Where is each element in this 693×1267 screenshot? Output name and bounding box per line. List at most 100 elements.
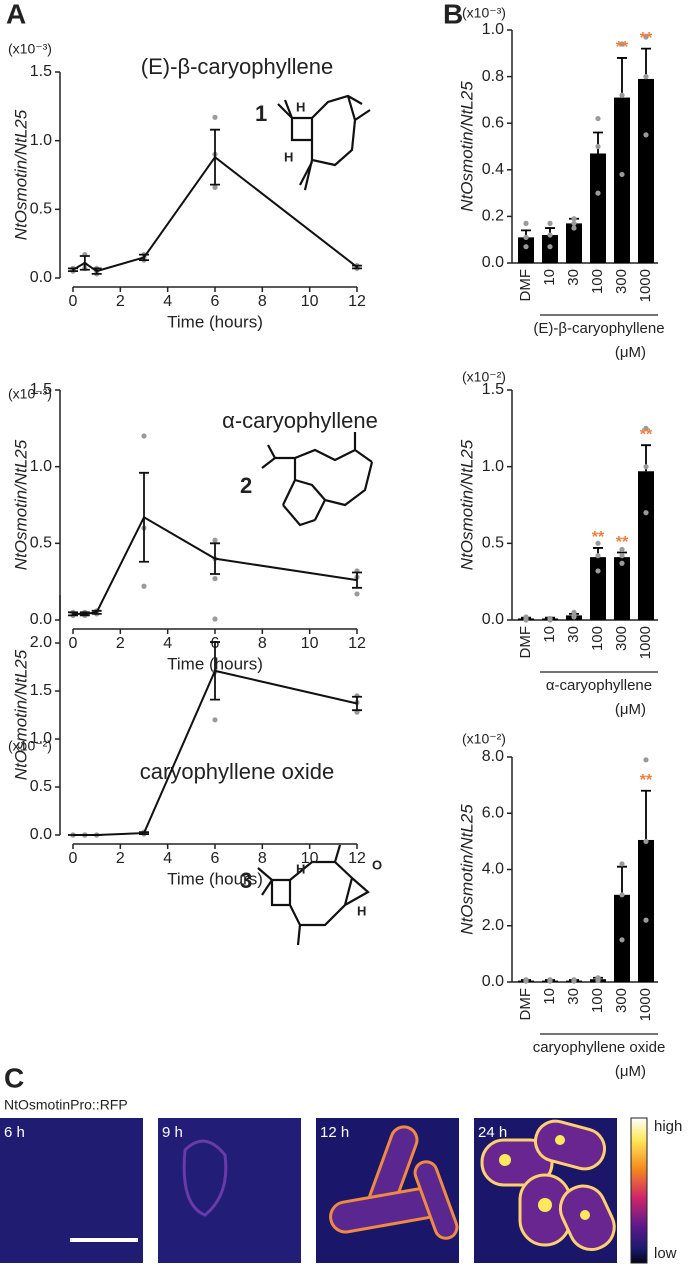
error-bar (91, 609, 102, 615)
x-tick-label: 2 (116, 635, 125, 652)
y-tick-label: 0.6 (482, 114, 504, 131)
error-bar (617, 865, 627, 895)
replicate-dot (643, 917, 649, 923)
y-axis-label: NtOsmotin/NtL25 (457, 439, 476, 570)
x-tick-label: 12 (348, 293, 366, 310)
x-tick-label: 10 (541, 269, 558, 286)
x-axis-unit: (μM) (615, 701, 646, 718)
y-tick-label: 1.5 (30, 381, 52, 398)
error-bar (352, 695, 362, 712)
replicate-dot (643, 757, 649, 763)
x-tick-label: 0 (69, 850, 78, 867)
replicate-dot (523, 614, 529, 620)
replicate-dot (212, 616, 218, 622)
x-tick-label: DMF (517, 269, 534, 302)
bar (614, 557, 630, 620)
axis-multiplier: (x10⁻³) (8, 386, 52, 402)
error-bar (68, 267, 78, 273)
structure-label: O (372, 857, 382, 872)
axis-multiplier: (x10⁻³) (8, 41, 52, 57)
chart-title: caryophyllene oxide (140, 759, 334, 784)
replicate-dot (547, 977, 553, 983)
x-tick-label: 0 (69, 293, 78, 310)
replicate-dot (643, 74, 649, 80)
structure-3 (257, 844, 370, 946)
replicate-dot (547, 615, 553, 622)
x-tick-label: 10 (541, 626, 558, 643)
error-bar (641, 789, 651, 840)
replicate-dot (595, 190, 601, 196)
replicate-dot (643, 510, 649, 516)
compound-number: 3 (240, 868, 252, 893)
error-bar (79, 255, 90, 271)
x-tick-label: 30 (565, 626, 582, 643)
replicate-dot (212, 114, 218, 120)
y-tick-label: 4.0 (482, 861, 504, 878)
x-tick-label: 1000 (637, 626, 654, 659)
x-tick-label: 300 (613, 988, 630, 1013)
error-bar (352, 571, 362, 589)
replicate-dot (571, 225, 577, 231)
x-tick-label: 4 (163, 635, 172, 652)
x-tick-label: 4 (163, 850, 172, 867)
error-bar (68, 611, 78, 617)
frame-label: 6 h (4, 1124, 25, 1141)
y-tick-label: 0.5 (30, 201, 52, 218)
axis-multiplier: (x10⁻³) (462, 5, 506, 21)
y-tick-label: 6.0 (482, 804, 504, 821)
error-bar (139, 471, 149, 563)
replicate-dot (523, 977, 529, 983)
chart-title: α-caryophyllene (222, 408, 378, 433)
bar (638, 78, 654, 264)
structure-label: H (296, 861, 305, 876)
y-tick-label: 1.5 (30, 63, 52, 80)
replicate-dot (619, 553, 625, 559)
structure-label: H (357, 903, 366, 918)
replicate-dot (571, 216, 577, 222)
structure-label: H (284, 149, 293, 164)
replicate-dot (643, 132, 649, 138)
x-tick-label: DMF (517, 626, 534, 659)
significance-label: ** (640, 30, 653, 47)
micrographs (0, 1117, 648, 1264)
error-bar (91, 267, 102, 275)
x-tick-label: 300 (613, 269, 630, 294)
error-bar (210, 641, 220, 701)
replicate-dot (595, 553, 601, 559)
chart-title: (E)-β-caryophyllene (141, 54, 333, 79)
replicate-dot (547, 244, 553, 250)
significance-label: ** (616, 39, 629, 56)
y-tick-label: 0.0 (482, 254, 504, 271)
structure-2 (261, 432, 374, 527)
significance-label: ** (640, 772, 653, 789)
structure-1 (277, 94, 371, 191)
replicate-dot (619, 92, 625, 98)
x-tick-label: 6 (211, 293, 220, 310)
compound-number: 2 (240, 473, 252, 498)
frame-label: 24 h (478, 1124, 507, 1141)
y-tick-label: 0.8 (482, 68, 504, 85)
bar (566, 223, 582, 263)
replicate-dot (212, 184, 218, 190)
x-tick-label: 10 (301, 635, 319, 652)
y-tick-label: 0.0 (30, 611, 52, 628)
y-tick-label: 2.0 (30, 634, 52, 651)
x-tick-label: 300 (613, 626, 630, 651)
x-axis-unit: (μM) (615, 344, 646, 361)
replicate-dot (595, 540, 601, 546)
replicate-dot (643, 425, 649, 431)
x-tick-label: 100 (589, 269, 606, 294)
panel-label: B (443, 0, 463, 29)
x-axis-label: (E)-β-caryophyllene (533, 320, 664, 337)
significance-label: ** (640, 426, 653, 443)
error-bar (210, 542, 220, 575)
replicate-dot (595, 115, 601, 122)
y-tick-label: 1.5 (482, 381, 504, 398)
x-tick-label: 2 (116, 293, 125, 310)
y-tick-label: 1.0 (30, 458, 52, 475)
bar (614, 97, 630, 263)
replicate-dot (547, 220, 553, 226)
bar (590, 557, 606, 620)
replicate-dot (595, 143, 601, 150)
